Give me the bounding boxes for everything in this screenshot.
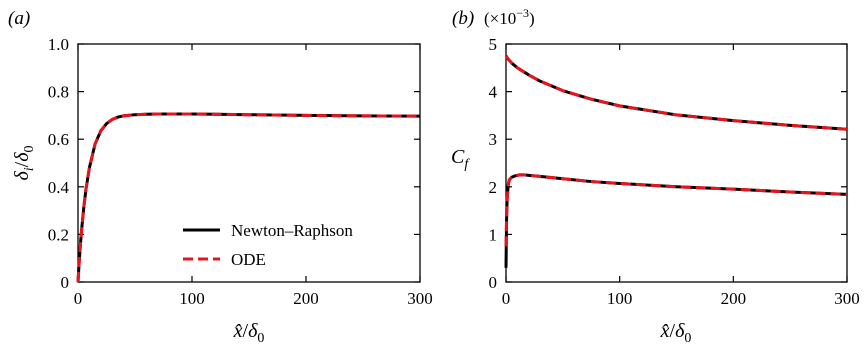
x-tick-label: 200 bbox=[721, 289, 747, 308]
ylabel-b-sym: C bbox=[451, 146, 465, 168]
xlabel-a-sub: 0 bbox=[257, 331, 264, 346]
panel-b-label: (b) bbox=[452, 8, 474, 29]
scale-note-suffix: ) bbox=[529, 9, 535, 28]
xlabel-a-base: x̂ bbox=[233, 320, 243, 342]
ylabel-b-sub: f bbox=[464, 157, 470, 172]
panel-a-ticks: 0 100 200 300 0 0.2 0.4 0.6 0.8 1.0 bbox=[48, 35, 433, 308]
y-tick-label: 1 bbox=[489, 225, 498, 244]
x-tick-label: 300 bbox=[834, 289, 860, 308]
x-tick-label: 100 bbox=[607, 289, 633, 308]
y-tick-label: 1.0 bbox=[48, 35, 69, 54]
y-tick-label: 0.8 bbox=[48, 83, 69, 102]
legend-label-ode: ODE bbox=[231, 250, 266, 269]
x-tick-label: 0 bbox=[74, 289, 83, 308]
y-tick-label: 2 bbox=[489, 178, 498, 197]
xlabel-b-sub: 0 bbox=[684, 331, 691, 346]
y-tick-label: 0.4 bbox=[48, 178, 70, 197]
ylabel-a-slash: / bbox=[11, 161, 33, 167]
x-tick-label: 300 bbox=[407, 289, 433, 308]
panel-a-label: (a) bbox=[8, 8, 30, 29]
ylabel-a-sub2: 0 bbox=[22, 145, 37, 152]
ylabel-a-sub: i bbox=[22, 167, 37, 171]
ylabel-a-sym2: δ bbox=[11, 152, 33, 162]
x-tick-label: 100 bbox=[179, 289, 205, 308]
legend-label-newton-raphson: Newton–Raphson bbox=[231, 221, 353, 240]
xlabel-a-slash: / bbox=[243, 320, 249, 342]
scale-note-prefix: (×10 bbox=[484, 9, 516, 28]
y-tick-label: 0.2 bbox=[48, 225, 69, 244]
y-tick-label: 4 bbox=[489, 83, 498, 102]
y-tick-label: 5 bbox=[489, 35, 498, 54]
y-tick-label: 0.6 bbox=[48, 130, 69, 149]
series-line-newton-raphson bbox=[504, 55, 848, 131]
legend: Newton–Raphson ODE bbox=[183, 221, 353, 269]
xlabel-b-sym: δ bbox=[675, 320, 685, 342]
ylabel-a-sym: δ bbox=[11, 171, 33, 181]
x-tick-label: 0 bbox=[502, 289, 511, 308]
series-line-ode bbox=[504, 55, 848, 131]
x-tick-label: 200 bbox=[293, 289, 319, 308]
panel-b-curves bbox=[504, 55, 848, 268]
series-line-newton-raphson bbox=[504, 173, 848, 268]
panel-a-curves bbox=[76, 112, 421, 283]
y-tick-label: 0 bbox=[61, 273, 70, 292]
y-tick-label: 3 bbox=[489, 130, 498, 149]
series-line-ode bbox=[76, 112, 421, 283]
panel-a-xlabel: x̂/δ0 bbox=[233, 320, 265, 346]
xlabel-a-sym: δ bbox=[248, 320, 258, 342]
panel-b-scale-note: (×10−3) bbox=[484, 6, 535, 28]
panel-a-frame bbox=[77, 43, 421, 283]
panel-b-ticks: 0 100 200 300 0 1 2 3 4 5 bbox=[489, 35, 860, 308]
xlabel-b-base: x̂ bbox=[660, 320, 670, 342]
series-line-ode bbox=[504, 173, 848, 247]
scale-note-exp: −3 bbox=[516, 6, 529, 20]
y-tick-label: 0 bbox=[489, 273, 498, 292]
panel-b-frame bbox=[505, 43, 848, 283]
panel-b-ylabel: Cf bbox=[451, 146, 470, 172]
xlabel-b-slash: / bbox=[670, 320, 676, 342]
panel-a-ylabel: δi/δ0 bbox=[11, 145, 37, 180]
panel-b-xlabel: x̂/δ0 bbox=[660, 320, 692, 346]
